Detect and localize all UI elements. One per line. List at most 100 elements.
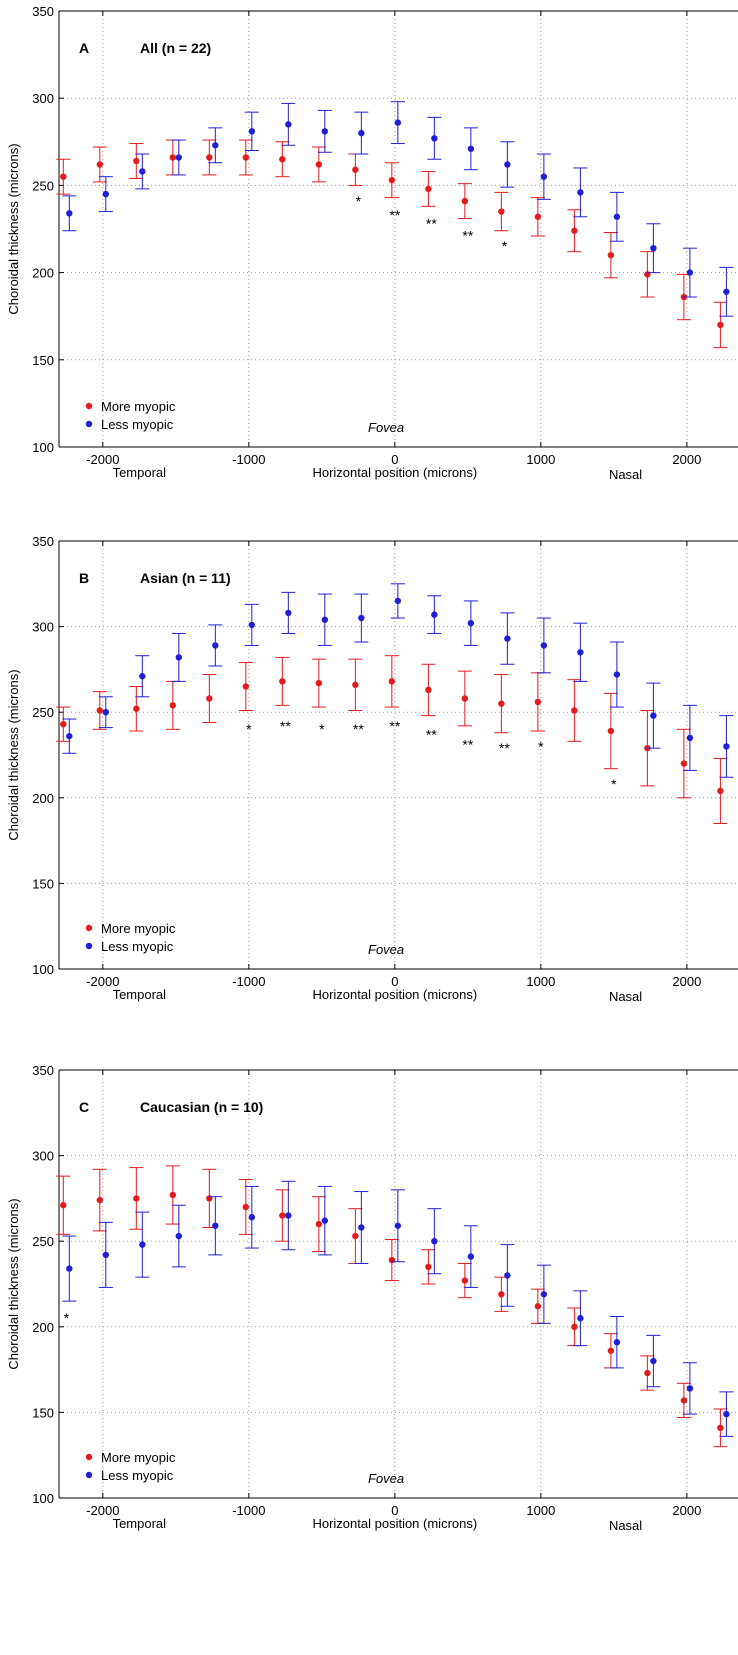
x-tick-label: 2000 bbox=[672, 452, 701, 467]
data-point bbox=[103, 709, 109, 715]
significance-marker: ** bbox=[426, 216, 437, 232]
significance-marker: * bbox=[319, 721, 325, 737]
data-point bbox=[322, 128, 328, 134]
y-tick-label: 150 bbox=[32, 876, 54, 891]
y-tick-label: 100 bbox=[32, 962, 54, 977]
data-point bbox=[249, 622, 255, 628]
data-point bbox=[608, 728, 614, 734]
y-tick-label: 250 bbox=[32, 705, 54, 720]
significance-marker: ** bbox=[499, 740, 510, 756]
data-point bbox=[425, 186, 431, 192]
significance-marker: ** bbox=[389, 718, 400, 734]
data-point bbox=[535, 699, 541, 705]
data-point bbox=[279, 678, 285, 684]
data-point bbox=[97, 161, 103, 167]
x-tick-label: 2000 bbox=[672, 1503, 701, 1518]
data-point bbox=[498, 1291, 504, 1297]
data-point bbox=[206, 695, 212, 701]
data-point bbox=[176, 654, 182, 660]
data-point bbox=[322, 617, 328, 623]
data-point bbox=[535, 1303, 541, 1309]
data-point bbox=[316, 680, 322, 686]
data-point bbox=[316, 1221, 322, 1227]
data-point bbox=[687, 269, 693, 275]
x-tick-label: -1000 bbox=[232, 1503, 265, 1518]
x-tick-label: 1000 bbox=[526, 452, 555, 467]
data-point bbox=[504, 161, 510, 167]
data-point bbox=[504, 1272, 510, 1278]
y-tick-label: 200 bbox=[32, 791, 54, 806]
legend-marker-more-myopic bbox=[86, 925, 92, 931]
data-point bbox=[608, 1348, 614, 1354]
data-point bbox=[681, 1397, 687, 1403]
data-point bbox=[389, 1257, 395, 1263]
y-tick-label: 300 bbox=[32, 1149, 54, 1164]
data-point bbox=[571, 707, 577, 713]
x-side-label-nasal: Nasal bbox=[609, 989, 642, 1004]
legend-label-more-myopic: More myopic bbox=[101, 399, 176, 414]
plot-area bbox=[59, 1070, 738, 1498]
data-point bbox=[395, 598, 401, 604]
data-point bbox=[170, 702, 176, 708]
data-point bbox=[243, 1204, 249, 1210]
data-point bbox=[249, 128, 255, 134]
data-point bbox=[498, 700, 504, 706]
significance-marker: * bbox=[502, 238, 508, 254]
data-point bbox=[504, 635, 510, 641]
data-point bbox=[571, 1324, 577, 1330]
data-point bbox=[577, 189, 583, 195]
data-point bbox=[103, 191, 109, 197]
data-point bbox=[431, 1238, 437, 1244]
data-point bbox=[650, 1358, 656, 1364]
data-point bbox=[468, 620, 474, 626]
y-tick-label: 200 bbox=[32, 266, 54, 281]
legend-marker-less-myopic bbox=[86, 1472, 92, 1478]
data-point bbox=[133, 1195, 139, 1201]
data-point bbox=[243, 683, 249, 689]
data-point bbox=[279, 156, 285, 162]
legend-marker-more-myopic bbox=[86, 403, 92, 409]
significance-marker: ** bbox=[462, 737, 473, 753]
data-point bbox=[468, 1253, 474, 1259]
fovea-annotation: Fovea bbox=[368, 420, 404, 435]
chart-panel-b: -2000 -1000 0 1000 2000100150200250300350Cho… bbox=[6, 534, 738, 1004]
data-point bbox=[614, 1339, 620, 1345]
data-point bbox=[723, 1411, 729, 1417]
data-point bbox=[577, 1315, 583, 1321]
y-tick-label: 350 bbox=[32, 534, 54, 549]
panel-title: Caucasian (n = 10) bbox=[140, 1099, 263, 1115]
data-point bbox=[395, 1223, 401, 1229]
x-tick-label: 1000 bbox=[526, 974, 555, 989]
y-tick-label: 150 bbox=[32, 1405, 54, 1420]
data-point bbox=[139, 1241, 145, 1247]
panel-title: All (n = 22) bbox=[140, 40, 211, 56]
data-point bbox=[316, 161, 322, 167]
data-point bbox=[650, 245, 656, 251]
chart-panel-c: -2000 -1000 0 1000 2000100150200250300350Cho… bbox=[6, 1063, 738, 1533]
x-tick-label: -1000 bbox=[232, 974, 265, 989]
data-point bbox=[358, 1224, 364, 1230]
data-point bbox=[352, 1233, 358, 1239]
y-tick-label: 100 bbox=[32, 440, 54, 455]
x-axis-title: Horizontal position (microns) bbox=[312, 1516, 477, 1531]
legend-marker-less-myopic bbox=[86, 421, 92, 427]
significance-marker: * bbox=[611, 776, 617, 792]
data-point bbox=[66, 1265, 72, 1271]
x-side-label-temporal: Temporal bbox=[113, 465, 167, 480]
data-point bbox=[133, 706, 139, 712]
data-point bbox=[717, 322, 723, 328]
significance-marker: ** bbox=[280, 718, 291, 734]
x-side-label-nasal: Nasal bbox=[609, 1518, 642, 1533]
data-point bbox=[97, 707, 103, 713]
x-axis-title: Horizontal position (microns) bbox=[312, 465, 477, 480]
data-point bbox=[285, 1212, 291, 1218]
data-point bbox=[717, 1425, 723, 1431]
data-point bbox=[103, 1252, 109, 1258]
chart-panel-a: -2000 -1000 0 1000 2000 100 150 200 250 300 350 Cho… bbox=[6, 4, 738, 482]
data-point bbox=[687, 1385, 693, 1391]
y-tick-label: 350 bbox=[32, 4, 54, 19]
data-point bbox=[279, 1212, 285, 1218]
data-point bbox=[212, 1223, 218, 1229]
data-point bbox=[431, 135, 437, 141]
y-axis-title: Choroidal thickness (microns) bbox=[6, 669, 21, 840]
